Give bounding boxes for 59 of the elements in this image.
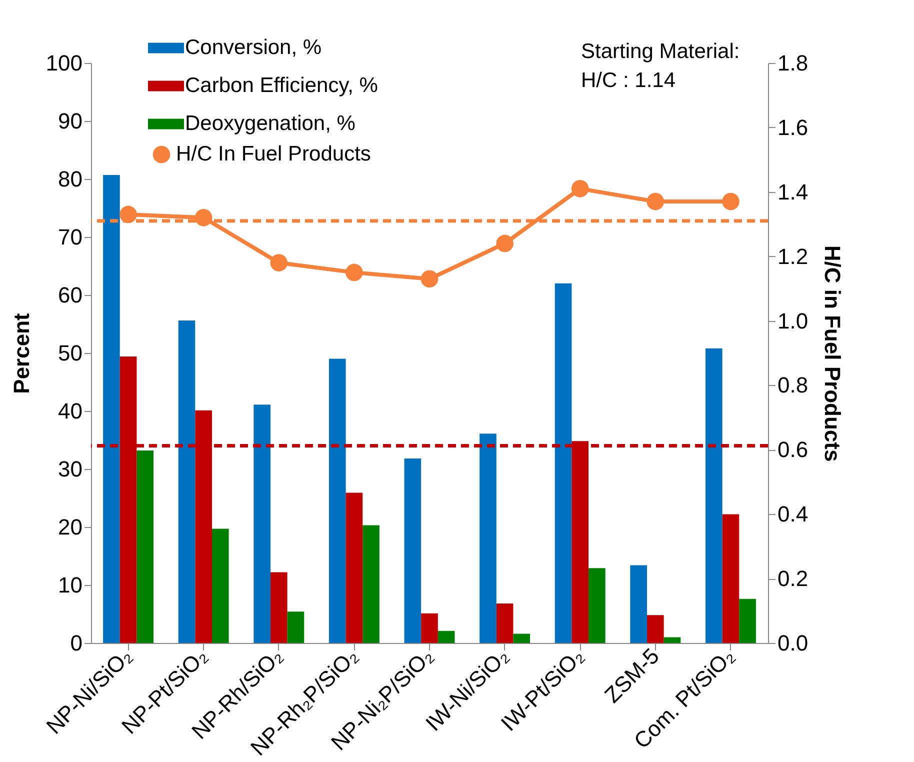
y2-tick-label: 1.2 <box>778 244 808 269</box>
point <box>496 234 514 252</box>
y2-tick-label: 1.4 <box>778 179 808 204</box>
bar <box>664 637 681 643</box>
y-tick-label: 80 <box>58 166 82 192</box>
y2-tick-label: 1.0 <box>778 308 808 334</box>
bar <box>136 450 154 643</box>
y-tick-label: 90 <box>58 108 82 134</box>
bar <box>212 528 229 643</box>
bar <box>480 434 496 643</box>
legend-label: Deoxygenation, % <box>185 112 356 135</box>
point <box>646 192 664 210</box>
bar <box>404 458 422 643</box>
bar <box>362 525 380 643</box>
bar <box>438 630 455 643</box>
y-tick-label: 100 <box>46 50 82 76</box>
bar <box>739 598 756 643</box>
point <box>346 264 363 282</box>
point <box>270 254 288 272</box>
y2-tick-label: 0.6 <box>778 437 808 462</box>
bar <box>178 320 196 643</box>
y-tick-label: 50 <box>58 340 82 366</box>
bar <box>647 615 664 643</box>
y-tick-label: 30 <box>58 456 82 482</box>
y-axis-title: Percent <box>8 312 34 394</box>
y2-tick-label: 0.0 <box>778 630 808 656</box>
bar <box>705 348 722 643</box>
y2-axis-title: H/C in Fuel Products <box>820 245 846 462</box>
bar <box>513 634 530 643</box>
y2-tick-label: 0.4 <box>778 502 808 527</box>
bar <box>722 514 740 643</box>
y2-tick-label: 0.8 <box>778 372 808 398</box>
y-tick-label: 70 <box>58 224 82 250</box>
legend-label: Conversion, % <box>185 36 322 59</box>
y-tick-label: 60 <box>58 282 82 308</box>
bar <box>270 572 288 643</box>
bar <box>254 404 270 643</box>
bar <box>103 174 120 643</box>
y2-tick-label: 1.6 <box>778 114 808 140</box>
y2-tick-label: 1.8 <box>778 50 808 76</box>
y-tick-label: 40 <box>58 398 82 424</box>
legend-label: H/C In Fuel Products <box>176 142 371 166</box>
bar <box>630 565 648 643</box>
point <box>420 270 438 288</box>
y-tick-label: 20 <box>58 514 82 540</box>
bar <box>328 358 346 643</box>
bar <box>421 613 438 643</box>
y-tick-label: 0 <box>70 630 82 656</box>
bar <box>287 612 304 643</box>
y-tick-label: 10 <box>58 572 82 598</box>
annotation: Starting Material: H/C : 1.14 <box>581 40 740 92</box>
y2-tick-label: 0.2 <box>778 566 808 592</box>
point <box>571 180 589 198</box>
bar <box>554 283 572 643</box>
bar <box>588 568 606 643</box>
bar <box>496 604 514 643</box>
point <box>722 192 740 210</box>
bar <box>346 492 363 643</box>
legend-label: Carbon Efficiency, % <box>185 74 378 97</box>
